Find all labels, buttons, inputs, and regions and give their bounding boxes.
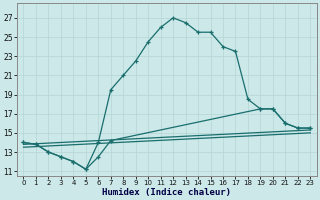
X-axis label: Humidex (Indice chaleur): Humidex (Indice chaleur)	[102, 188, 231, 197]
